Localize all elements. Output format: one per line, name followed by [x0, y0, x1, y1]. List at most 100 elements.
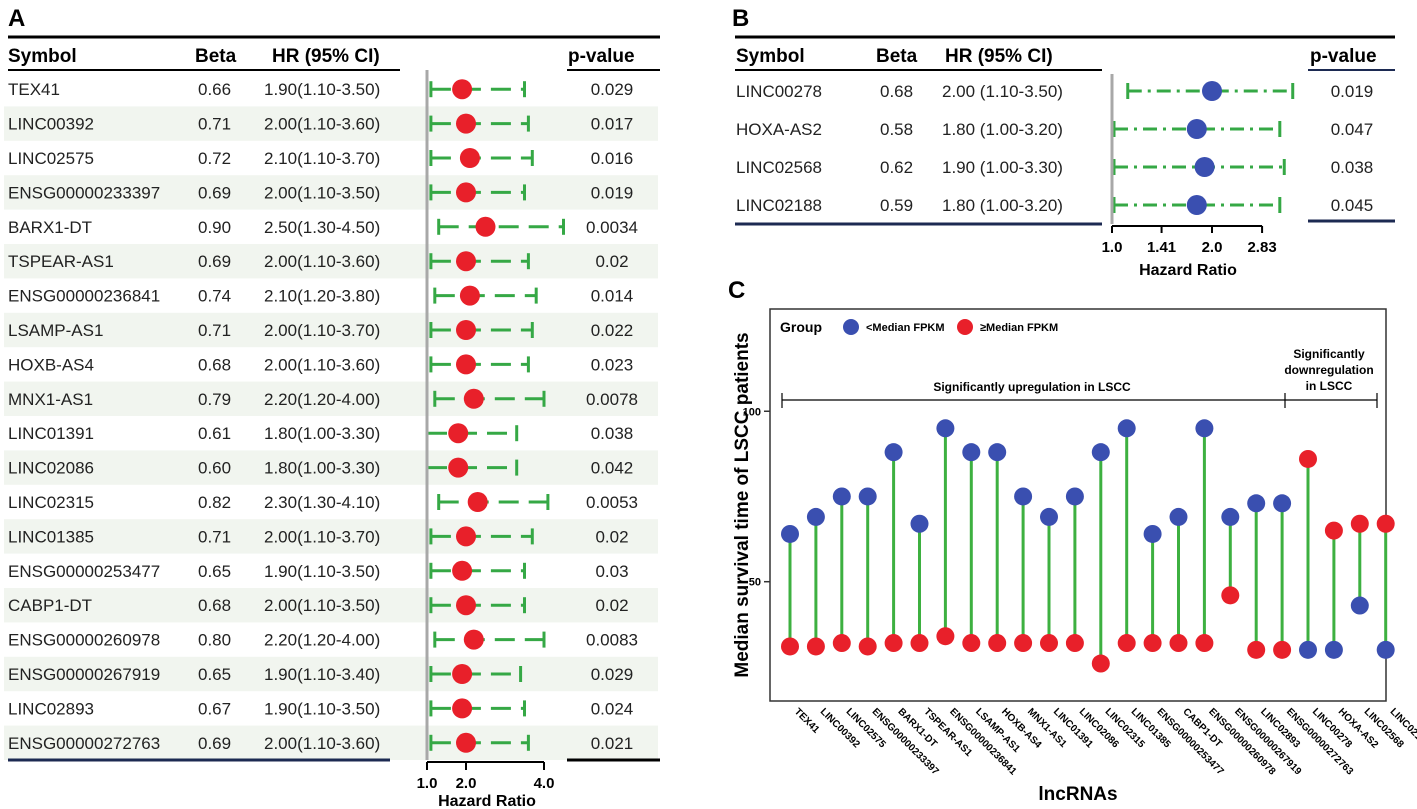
hr-point [1186, 195, 1207, 215]
point-high-fpkm [858, 637, 877, 656]
table-row-shade [4, 106, 658, 141]
point-low-fpkm [988, 443, 1007, 462]
table-cell-symbol: LINC02575 [8, 149, 94, 168]
point-high-fpkm [1221, 586, 1240, 605]
point-high-fpkm [781, 637, 799, 656]
hr-point [456, 182, 476, 203]
table-cell-beta: 0.62 [880, 158, 913, 177]
point-low-fpkm [1324, 640, 1343, 659]
table-cell-symbol: HOXA-AS2 [736, 120, 822, 139]
panel-c-y-axis-label: Median survival time of LSCC patients [732, 332, 753, 677]
table-cell-hr: 2.00(1.10-3.50) [264, 596, 380, 615]
table-cell-hr: 2.00(1.10-3.70) [264, 527, 380, 546]
hr-point [459, 285, 480, 306]
table-cell-beta: 0.80 [198, 631, 231, 650]
panel-c-label: C [728, 277, 745, 304]
hr-point [452, 698, 473, 719]
panel-b-header-hr: HR (95% CI) [945, 46, 1053, 67]
table-cell-hr: 2.50(1.30-4.50) [264, 218, 380, 237]
point-low-fpkm [1040, 507, 1058, 526]
table-row-shade [4, 519, 658, 554]
table-cell-hr: 2.00(1.10-3.70) [264, 321, 380, 340]
table-row-shade [4, 725, 658, 760]
table-cell-pvalue: 0.02 [595, 527, 628, 546]
table-cell-pvalue: 0.014 [591, 287, 634, 306]
legend-high-label: ≥Median FPKM [980, 322, 1058, 334]
panel-c-legend: Group <Median FPKM ≥Median FPKM [780, 319, 1058, 335]
x-axis-tick-label: 2.0 [1202, 239, 1223, 256]
table-cell-beta: 0.71 [198, 115, 231, 134]
point-low-fpkm [1143, 524, 1162, 543]
legend-title: Group [780, 319, 822, 335]
x-axis-tick-label: TEX41 [792, 706, 822, 736]
point-high-fpkm [1143, 634, 1162, 653]
table-cell-symbol: LINC02568 [736, 158, 822, 177]
table-cell-symbol: CABP1-DT [8, 596, 92, 615]
point-high-fpkm [1273, 640, 1292, 659]
annotation-down-line-3: in LSCC [1306, 379, 1353, 393]
table-cell-hr: 2.00(1.10-3.50) [264, 183, 380, 202]
table-cell-symbol: TEX41 [8, 80, 60, 99]
table-cell-symbol: BARX1-DT [8, 218, 92, 237]
table-cell-symbol: LINC02315 [8, 493, 94, 512]
point-high-fpkm [1350, 514, 1369, 533]
point-low-fpkm [1065, 487, 1084, 506]
panel-a-header-symbol: Symbol [8, 46, 77, 67]
x-axis-tick-label: 2.0 [456, 775, 477, 792]
table-cell-pvalue: 0.0083 [586, 631, 638, 650]
table-cell-pvalue: 0.0053 [586, 493, 638, 512]
table-cell-hr: 1.80 (1.00-3.20) [942, 120, 1063, 139]
hr-point [448, 457, 469, 478]
point-high-fpkm [1169, 634, 1188, 653]
point-high-fpkm [1195, 634, 1214, 653]
table-cell-symbol: TSPEAR-AS1 [8, 252, 114, 271]
point-high-fpkm [1091, 654, 1110, 673]
table-cell-symbol: ENSG00000236841 [8, 287, 160, 306]
table-cell-beta: 0.79 [198, 390, 231, 409]
x-axis-tick-label: 1.41 [1147, 239, 1176, 256]
point-low-fpkm [1169, 507, 1188, 526]
table-row-shade [4, 175, 658, 210]
table-row-shade [4, 588, 658, 623]
table-cell-symbol: LINC02188 [736, 196, 822, 215]
table-cell-beta: 0.82 [198, 493, 231, 512]
y-axis-tick-label: 100 [743, 406, 761, 418]
table-cell-hr: 2.20(1.20-4.00) [264, 390, 380, 409]
table-cell-hr: 2.10(1.10-3.70) [264, 149, 380, 168]
panel-c: C Group <Median FPKM ≥Median FPKM Signif… [728, 277, 1417, 805]
table-cell-beta: 0.74 [198, 287, 231, 306]
panel-c-annotations: Significantly upregulation in LSCC Signi… [781, 347, 1378, 408]
table-cell-symbol: ENSG00000233397 [8, 183, 160, 202]
point-high-fpkm [884, 634, 903, 653]
table-cell-hr: 2.00(1.10-3.60) [264, 115, 380, 134]
legend-low-marker [843, 319, 859, 335]
point-low-fpkm [858, 487, 877, 506]
table-cell-symbol: LINC01385 [8, 527, 94, 546]
hr-point [467, 492, 488, 512]
panel-c-x-axis-label: lncRNAs [1038, 784, 1117, 805]
table-cell-beta: 0.58 [880, 120, 913, 139]
panel-a-header-pvalue: p-value [568, 46, 635, 67]
table-cell-pvalue: 0.024 [591, 699, 634, 718]
table-cell-beta: 0.71 [198, 321, 231, 340]
hr-point [1194, 157, 1215, 177]
point-low-fpkm [1273, 494, 1292, 513]
table-cell-pvalue: 0.022 [591, 321, 634, 340]
point-high-fpkm [1247, 640, 1266, 659]
point-high-fpkm [910, 634, 929, 653]
point-low-fpkm [962, 443, 981, 462]
table-cell-hr: 2.00 (1.10-3.50) [942, 82, 1063, 101]
table-cell-beta: 0.61 [198, 424, 231, 443]
table-cell-pvalue: 0.02 [595, 252, 628, 271]
table-cell-hr: 1.90(1.10-3.50) [264, 699, 380, 718]
table-cell-symbol: LSAMP-AS1 [8, 321, 103, 340]
panel-a-label: A [8, 5, 25, 32]
table-cell-hr: 2.00(1.10-3.60) [264, 252, 380, 271]
point-high-fpkm [1117, 634, 1136, 653]
table-cell-symbol: LINC02893 [8, 699, 94, 718]
point-high-fpkm [1299, 449, 1317, 468]
panel-c-frame [769, 308, 1387, 702]
table-cell-beta: 0.90 [198, 218, 231, 237]
panel-b-header-pvalue: p-value [1310, 46, 1377, 67]
